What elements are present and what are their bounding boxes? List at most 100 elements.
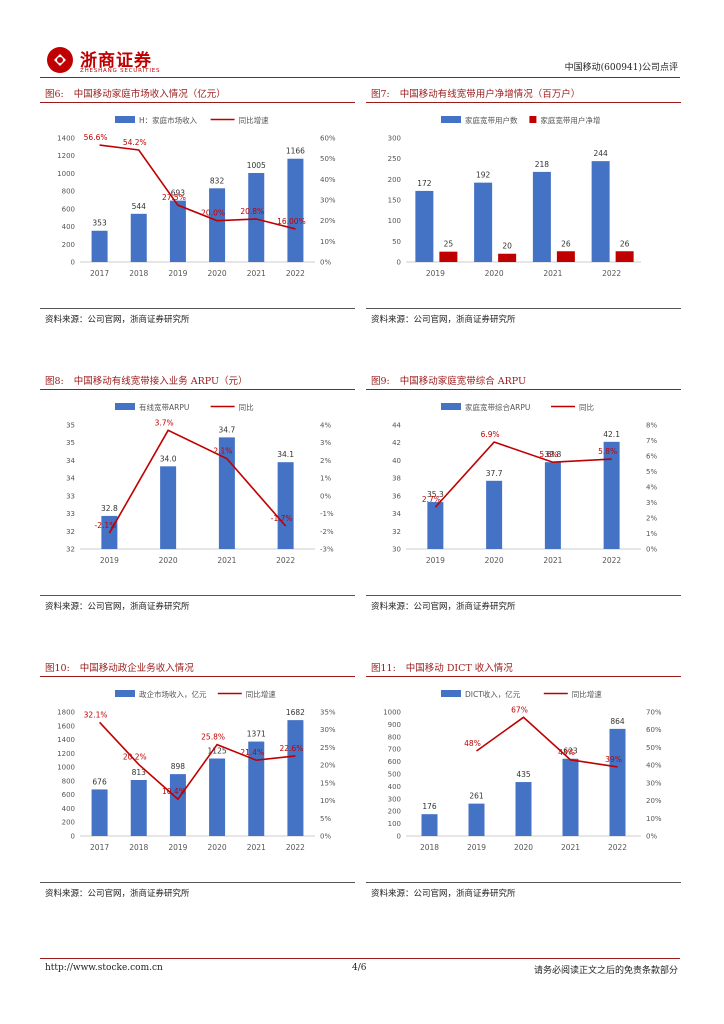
bar [615, 251, 634, 262]
bar-data-label: 39.8 [545, 450, 562, 459]
y-axis-tick-right: 30% [320, 726, 336, 734]
bar-data-label: 42.1 [603, 430, 620, 439]
y-axis-tick-right: 40% [646, 762, 662, 770]
bar [421, 814, 438, 836]
bar [532, 171, 551, 262]
figure-number: 图10: [45, 663, 70, 674]
y-axis-tick-right: 1% [646, 530, 657, 538]
figure-bottom-rule [366, 595, 681, 596]
figure-title: 图6: 中国移动家庭市场收入情况（亿元） [45, 86, 226, 100]
x-axis-tick: 2019 [168, 269, 187, 278]
bar [287, 158, 304, 262]
x-axis-tick: 2020 [208, 269, 227, 278]
y-axis-tick-left: 400 [388, 783, 401, 791]
x-axis-tick: 2021 [561, 843, 580, 852]
y-axis-tick-left: 0 [71, 259, 75, 267]
y-axis-tick-right: 0% [646, 546, 657, 554]
y-axis-tick-right: 4% [320, 422, 331, 430]
brand-name: 浙商证券 [80, 51, 152, 71]
y-axis-tick-left: 42 [392, 439, 401, 447]
brand-name-en: ZHESHANG SECURITIES [80, 68, 161, 74]
y-axis-tick-right: -2% [320, 528, 334, 536]
line-data-label: 27.5% [162, 193, 186, 202]
y-axis-tick-left: 1000 [57, 170, 75, 178]
figure-source: 资料来源：公司官网，浙商证券研究所 [45, 602, 190, 612]
x-axis-tick: 2022 [602, 269, 621, 278]
figure-caption: 中国移动政企业务收入情况 [79, 663, 194, 674]
footer-rule [40, 958, 680, 959]
y-axis-tick-right: 10% [320, 797, 336, 805]
figure-bottom-rule [40, 882, 355, 883]
legend-swatch-bar [115, 116, 135, 123]
bar [591, 161, 610, 262]
bar [515, 782, 532, 836]
legend-label: 同比 [579, 402, 594, 412]
bar [439, 251, 458, 262]
y-axis-tick-right: 20% [320, 217, 336, 225]
figure-caption: 中国移动有线宽带接入业务 ARPU（元） [73, 376, 248, 387]
y-axis-tick-left: 800 [62, 188, 75, 196]
y-axis-tick-left: 0 [71, 833, 75, 841]
line-data-label: 3.7% [155, 418, 174, 427]
line-data-label: 67% [511, 705, 528, 714]
bar-data-label: 20 [502, 242, 512, 251]
figure-number: 图9: [371, 376, 390, 387]
bar-data-label: 693 [171, 189, 186, 198]
bar-data-label: 34.7 [219, 425, 236, 434]
page-header: 浙商证券 ZHESHANG SECURITIES 中国移动(600941)公司点… [40, 40, 680, 80]
figure-number: 图7: [371, 89, 390, 100]
y-axis-tick-left: 32 [392, 528, 401, 536]
line-data-label: 2.1% [213, 447, 232, 456]
y-axis-tick-left: 700 [388, 746, 401, 754]
y-axis-tick-left: 150 [388, 197, 401, 205]
y-axis-tick-right: 2% [646, 515, 657, 523]
y-axis-tick-left: 600 [388, 758, 401, 766]
figure-source: 资料来源：公司官网，浙商证券研究所 [371, 315, 516, 325]
figure-panel-8: 图8: 中国移动有线宽带接入业务 ARPU（元） 有线宽带ARPU 同比 32 32 33… [40, 373, 355, 623]
legend-label: 政企市场收入，亿元 [139, 689, 207, 699]
line-data-label: 56.6% [84, 133, 108, 142]
y-axis-tick-right: 8% [646, 422, 657, 430]
x-axis-tick: 2022 [602, 556, 621, 565]
x-axis-tick: 2018 [129, 269, 148, 278]
figure-bottom-rule [40, 308, 355, 309]
y-axis-tick-left: 200 [62, 241, 75, 249]
bar [468, 803, 485, 836]
figure-source: 资料来源：公司官网，浙商证券研究所 [45, 889, 190, 899]
x-axis-tick: 2019 [168, 843, 187, 852]
bar-data-label: 1371 [247, 730, 266, 739]
figure-title: 图9: 中国移动家庭宽带综合 ARPU [371, 373, 526, 387]
line-series [434, 441, 612, 508]
x-axis-tick: 2019 [426, 269, 445, 278]
y-axis-tick-left: 38 [392, 475, 401, 483]
y-axis-tick-left: 34 [66, 457, 75, 465]
figure-source: 资料来源：公司官网，浙商证券研究所 [371, 889, 516, 899]
figure-top-rule [366, 676, 681, 677]
legend-swatch-bar [441, 403, 461, 410]
x-axis-tick: 2022 [608, 843, 627, 852]
bar [169, 200, 186, 262]
y-axis-tick-right: 0% [320, 259, 331, 267]
bar-data-label: 898 [171, 762, 186, 771]
legend-label: DICT收入，亿元 [465, 689, 521, 699]
y-axis-tick-left: 35 [66, 439, 75, 447]
y-axis-tick-right: 0% [320, 833, 331, 841]
figure-caption: 中国移动家庭宽带综合 ARPU [399, 376, 527, 387]
figure-number: 图6: [45, 89, 64, 100]
line-data-label: 32.1% [84, 710, 108, 719]
bar [609, 728, 626, 836]
y-axis-tick-left: 1200 [57, 152, 75, 160]
line-data-label: 48% [464, 739, 481, 748]
bar-data-label: 623 [563, 747, 578, 756]
y-axis-tick-left: 1800 [57, 709, 75, 717]
bar-data-label: 34.0 [160, 454, 177, 463]
y-axis-tick-right: 30% [320, 197, 336, 205]
y-axis-tick-left: 200 [388, 808, 401, 816]
figure-panel-11: 图11: 中国移动 DICT 收入情况 DICT收入，亿元 同比增速 0 100 200 3… [366, 660, 681, 910]
figure-source: 资料来源：公司官网，浙商证券研究所 [45, 315, 190, 325]
y-axis-tick-right: 3% [646, 499, 657, 507]
bar-data-label: 1682 [286, 708, 305, 717]
footer-website-link[interactable]: http://www.stocke.com.cn [45, 963, 163, 973]
line-data-label: 2.7% [422, 495, 441, 504]
bar-data-label: 244 [593, 149, 608, 158]
